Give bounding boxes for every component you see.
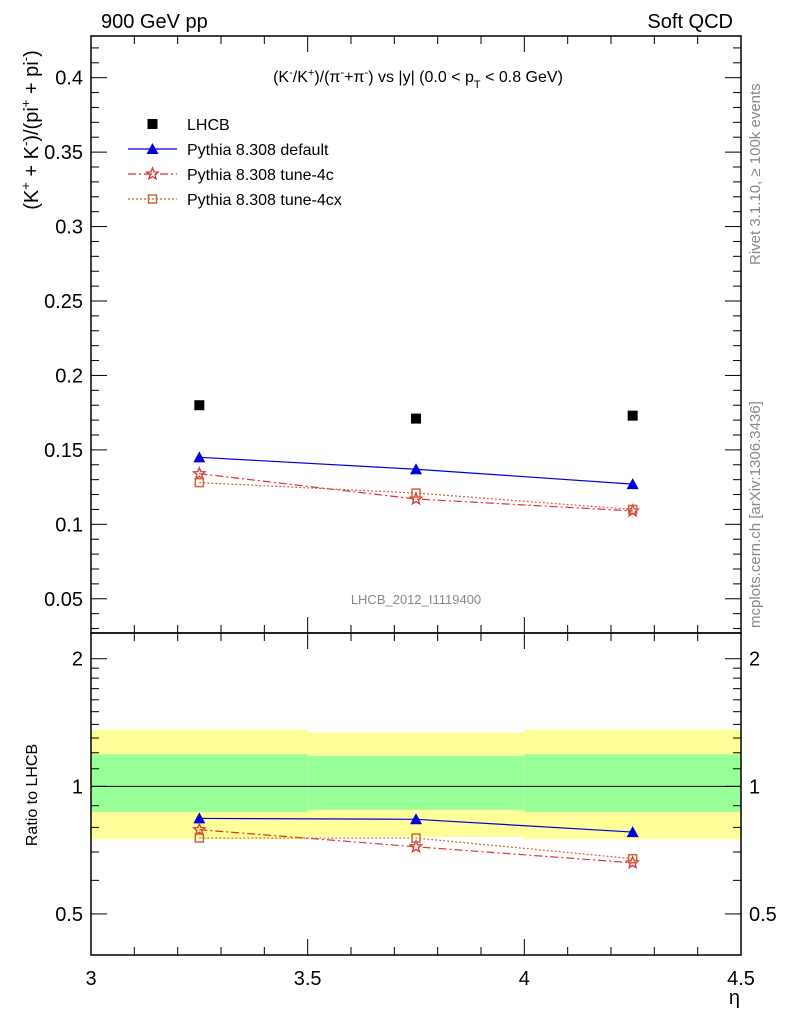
ratio-y-tick-label: 2 <box>72 649 83 671</box>
legend-marker-2 <box>145 166 160 181</box>
y-tick-label: 0.35 <box>44 142 83 164</box>
ratio-point-2 <box>627 853 638 864</box>
legend-marker-1 <box>146 143 159 154</box>
ratio-y-tick-label-right: 1 <box>749 776 760 798</box>
ratio-frame <box>90 632 742 956</box>
legend-marker-3 <box>147 194 158 204</box>
ratio-point-1 <box>408 839 424 854</box>
data-point-series-3 <box>194 477 205 488</box>
rivet-label: Rivet 3.1.10, ≥ 100k events <box>747 83 764 265</box>
ratio-panel: Ratio to LHCB η 3 3.5 4 4.5 0.5 0.5 1 1 2 2 <box>24 632 777 1009</box>
main-panel: (K-/K+)/(π-+π-) vs |y| (0.0 < pT < 0.8 G… <box>18 35 742 634</box>
ratio-y-tick-label-right: 0.5 <box>749 904 777 926</box>
x-tick-label: 3 <box>85 968 96 990</box>
ratio-y-tick-label-right: 2 <box>749 649 760 671</box>
header-right: Soft QCD <box>647 11 733 33</box>
x-axis-label: η <box>729 987 740 1009</box>
x-tick-label: 4 <box>519 968 530 990</box>
y-tick-label: 0.2 <box>55 365 83 387</box>
ratio-point-2 <box>411 833 421 843</box>
data-point-series-1 <box>193 451 206 463</box>
legend-marker-0 <box>147 119 158 129</box>
ratio-point-1 <box>191 821 207 837</box>
ratio-y-tick-label: 1 <box>72 776 83 798</box>
ratio-axis-label: Ratio to LHCB <box>24 744 41 846</box>
legend-label-1: Pythia 8.308 default <box>187 142 329 159</box>
y-tick-label: 0.3 <box>55 217 83 239</box>
legend-label-0: LHCB <box>187 117 230 134</box>
y-tick-label: 0.1 <box>55 514 83 536</box>
data-point-series-0 <box>194 400 205 411</box>
ratio-point-2 <box>194 833 205 843</box>
mcplots-label: mcplots.cern.ch [arXiv:1306.3436] <box>747 401 764 628</box>
ratio-point-0 <box>410 813 422 825</box>
uncertainty-band-inner <box>524 754 741 812</box>
y-tick-label: 0.15 <box>44 440 83 462</box>
header-left: 900 GeV pp <box>101 11 208 33</box>
ratio-point-0 <box>193 812 206 824</box>
data-point-series-3 <box>627 504 638 515</box>
data-point-series-1 <box>410 463 422 475</box>
data-point-series-0 <box>627 410 638 421</box>
y-tick-label: 0.05 <box>44 589 83 611</box>
y-tick-label: 0.4 <box>55 68 83 90</box>
y-axis-label: (K+ + K-)/(pi+ + pi-) <box>18 50 43 210</box>
analysis-watermark: LHCB_2012_I1119400 <box>351 592 481 607</box>
x-tick-label: 4.5 <box>727 968 755 990</box>
data-point-series-3 <box>411 488 421 498</box>
data-point-series-0 <box>411 413 421 424</box>
series-line-3 <box>199 482 633 511</box>
uncertainty-band-inner <box>307 755 525 810</box>
ratio-point-0 <box>626 826 639 838</box>
data-point-series-2 <box>191 465 207 480</box>
plot-title: (K-/K+)/(π-+π-) vs |y| (0.0 < pT < 0.8 G… <box>273 67 563 91</box>
data-point-series-1 <box>626 478 639 490</box>
x-tick-label: 3.5 <box>294 968 322 990</box>
ratio-y-tick-label: 0.5 <box>55 904 83 926</box>
y-tick-label: 0.25 <box>44 291 83 313</box>
legend-label-2: Pythia 8.308 tune-4c <box>187 167 334 184</box>
legend: LHCB Pythia 8.308 default Pythia 8.308 tun… <box>128 117 342 209</box>
legend-label-3: Pythia 8.308 tune-4cx <box>187 192 342 209</box>
uncertainty-band-inner <box>91 754 308 812</box>
ratio-line-2 <box>199 837 633 860</box>
